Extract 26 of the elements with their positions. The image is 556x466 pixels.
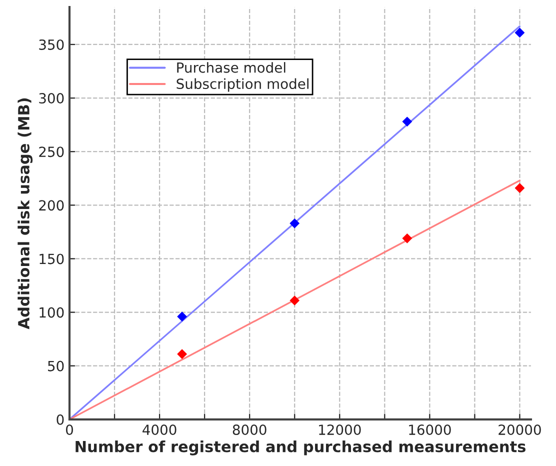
y-tick-label: 200 [39,200,64,211]
legend-label: Purchase model [177,62,286,73]
x-tick-label: 8000 [232,424,266,436]
point [402,234,412,244]
y-tick-label: 350 [39,39,64,50]
point [177,349,187,359]
x-axis-title: Number of registered and purchased measurements [76,440,526,456]
x-tick-label: 0 [66,424,73,436]
y-axis-title: Additional disk usage (MB) [18,98,33,330]
x-tick-label: 4000 [142,424,176,436]
point [290,218,300,228]
point [514,28,525,38]
y-tick-label: 0 [56,414,64,425]
point [514,183,525,193]
y-tick-label: 150 [40,254,64,264]
point [290,296,300,306]
y-tick-label: 100 [40,307,64,318]
y-tick-label: 250 [39,146,64,158]
x-tick-label: 20000 [498,424,541,436]
point [177,312,187,322]
legend-label: Subscription model [176,78,308,92]
point [402,116,412,126]
y-tick-label: 50 [48,360,64,372]
x-tick-label: 16000 [409,424,451,436]
y-tick-label: 300 [39,93,64,104]
x-tick-label: 12000 [319,424,361,436]
